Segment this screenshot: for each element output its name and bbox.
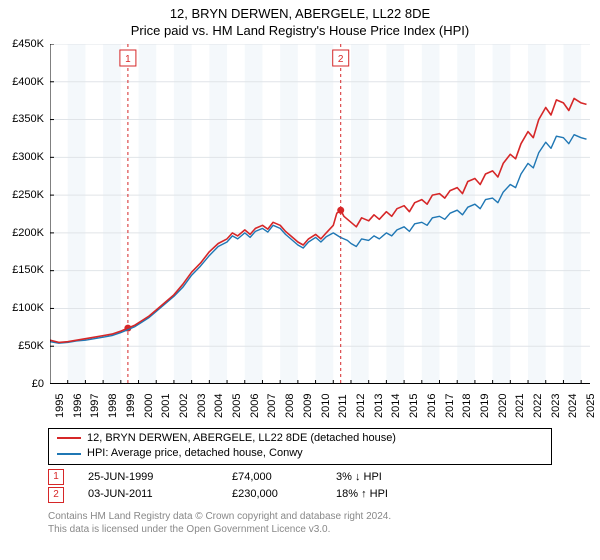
x-tick-label: 2007 [266,393,278,417]
y-tick-label: £200K [12,227,44,239]
y-tick-label: £400K [12,76,44,88]
x-tick-label: 2005 [231,393,243,417]
legend-swatch [57,437,81,439]
x-tick-label: 2018 [461,393,473,417]
sale-marker-2: 2 [48,487,64,503]
x-tick-label: 2002 [178,393,190,417]
chart-subtitle: Price paid vs. HM Land Registry's House … [0,23,600,44]
sale-diff: 18% ↑ HPI [336,486,436,504]
y-tick-label: £0 [32,378,44,390]
legend-row-hpi: HPI: Average price, detached house, Conw… [57,446,543,461]
x-tick-label: 2021 [514,393,526,417]
x-tick-label: 1997 [89,393,101,417]
x-tick-label: 2017 [444,393,456,417]
legend-swatch [57,453,81,455]
sale-price: £74,000 [232,469,312,487]
sale-diff: 3% ↓ HPI [336,469,436,487]
chart-container: 12, BRYN DERWEN, ABERGELE, LL22 8DE Pric… [0,0,600,560]
x-tick-label: 2014 [390,393,402,417]
legend-label: HPI: Average price, detached house, Conw… [87,446,303,461]
footnote-line: This data is licensed under the Open Gov… [48,523,552,536]
x-tick-label: 1998 [107,393,119,417]
x-tick-label: 2000 [143,393,155,417]
svg-text:1: 1 [125,54,131,65]
y-tick-label: £250K [12,189,44,201]
x-tick-label: 2009 [302,393,314,417]
x-tick-label: 2015 [408,393,420,417]
sale-date: 03-JUN-2011 [88,486,208,504]
y-tick-label: £450K [12,38,44,50]
svg-text:2: 2 [338,54,344,65]
x-tick-label: 1995 [54,393,66,417]
y-tick-label: £100K [12,302,44,314]
x-tick-label: 2022 [532,393,544,417]
x-tick-label: 2025 [585,393,597,417]
sale-date: 25-JUN-1999 [88,469,208,487]
x-tick-label: 2012 [355,393,367,417]
legend-label: 12, BRYN DERWEN, ABERGELE, LL22 8DE (det… [87,431,396,446]
sale-marker-1: 1 [48,469,64,485]
chart-plot-area: 12 [50,44,592,384]
x-axis: 1995 1996 1997 1998 1999 2000 2001 2002 2003 2004… [50,384,592,424]
sale-row: 2 03-JUN-2011 £230,000 18% ↑ HPI [48,486,552,504]
y-tick-label: £350K [12,113,44,125]
footnote: Contains HM Land Registry data © Crown c… [48,510,552,536]
sale-row: 1 25-JUN-1999 £74,000 3% ↓ HPI [48,469,552,487]
legend-row-price-paid: 12, BRYN DERWEN, ABERGELE, LL22 8DE (det… [57,431,543,446]
x-tick-label: 2003 [196,393,208,417]
chart-title: 12, BRYN DERWEN, ABERGELE, LL22 8DE [0,0,600,23]
x-tick-label: 2004 [213,393,225,417]
x-tick-label: 2011 [337,394,349,418]
x-tick-label: 1996 [72,393,84,417]
legend: 12, BRYN DERWEN, ABERGELE, LL22 8DE (det… [48,428,552,465]
x-tick-label: 2024 [567,393,579,417]
x-tick-label: 2020 [497,393,509,417]
footnote-line: Contains HM Land Registry data © Crown c… [48,510,552,523]
y-tick-label: £300K [12,151,44,163]
x-tick-label: 2006 [249,393,261,417]
x-tick-label: 2023 [550,393,562,417]
line-chart-svg: 12 [50,44,590,384]
x-tick-label: 2016 [426,393,438,417]
x-tick-label: 1999 [125,393,137,417]
y-axis: £0£50K£100K£150K£200K£250K£300K£350K£400… [0,44,48,384]
x-tick-label: 2001 [160,393,172,417]
x-tick-label: 2019 [479,393,491,417]
x-tick-label: 2013 [373,393,385,417]
sales-table: 1 25-JUN-1999 £74,000 3% ↓ HPI 2 03-JUN-… [48,469,552,504]
y-tick-label: £50K [18,340,44,352]
x-tick-label: 2008 [284,393,296,417]
y-tick-label: £150K [12,264,44,276]
sale-price: £230,000 [232,486,312,504]
x-tick-label: 2010 [320,393,332,417]
